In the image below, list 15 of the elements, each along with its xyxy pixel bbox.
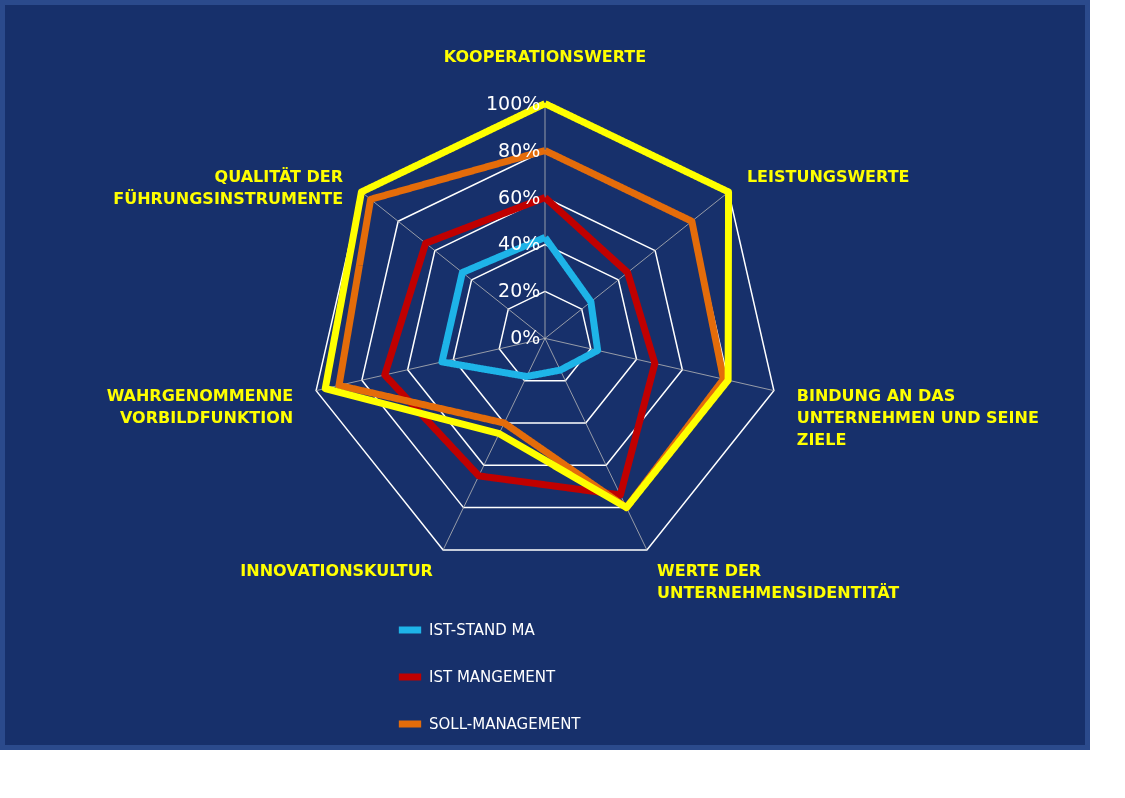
- y-tick-label: 20%: [498, 279, 541, 302]
- y-tick-label: 100%: [485, 91, 541, 114]
- legend-label: SOLL-MANAGEMENT: [429, 715, 582, 733]
- y-tick-label: 80%: [498, 138, 541, 161]
- spoke-label: WERTE DER UNTERNEHMENSIDENTITÄT: [657, 561, 900, 603]
- spoke-label: KOOPERATIONSWERTE: [443, 46, 647, 66]
- legend-label: IST-STAND MA: [429, 621, 536, 639]
- y-tick-label: 0%: [510, 326, 541, 349]
- spoke-label: INNOVATIONSKULTUR: [240, 561, 433, 581]
- legend-label: IST MANGEMENT: [429, 668, 557, 686]
- spoke-label: QUALITÄT DER FÜHRUNGSINSTRUMENTE: [113, 167, 344, 209]
- spoke-label: LEISTUNGSWERTE: [746, 167, 910, 187]
- spoke-label: BINDUNG AN DAS UNTERNEHMEN UND SEINE ZIELE: [796, 385, 1039, 449]
- spoke-label: WAHRGENOMMENNE VORBILDFUNKTION: [106, 385, 294, 427]
- y-tick-label: 60%: [498, 185, 541, 208]
